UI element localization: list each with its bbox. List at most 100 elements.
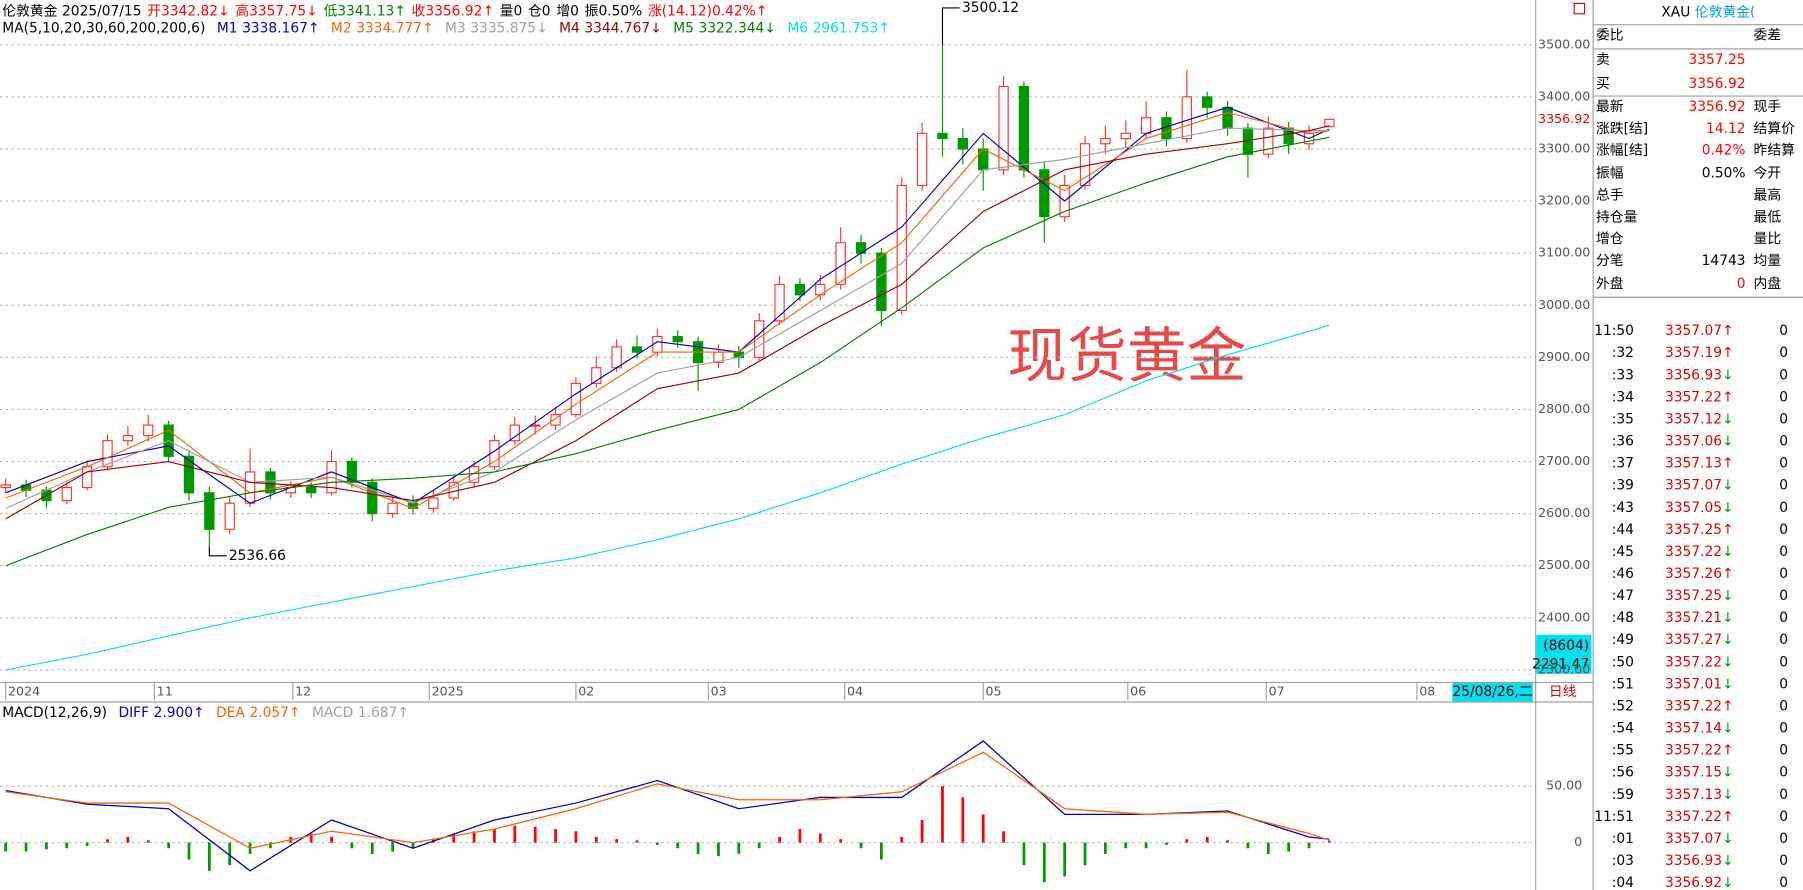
header-label: 高	[235, 2, 249, 19]
header: 伦敦黄金 2025/07/15 开3342.82↓ 高3357.75↓ 低3341.13…	[2, 2, 767, 19]
candle-body	[143, 424, 154, 437]
annotation-line	[208, 546, 227, 557]
macd-bar	[676, 842, 680, 849]
tick-price-value: 3357.22	[1665, 654, 1722, 670]
quote-label: 卖	[1596, 52, 1610, 68]
x-tick-label: 06	[1130, 684, 1146, 699]
x-tick-label: 07	[1269, 684, 1285, 699]
cursor-price: 2291.47	[1532, 657, 1589, 673]
period-button[interactable]: 日线	[1549, 684, 1577, 700]
tick-price-value: 3356.93	[1665, 367, 1722, 383]
quote-label: 总手	[1596, 187, 1624, 203]
header-value: 0	[513, 3, 522, 19]
header-value: 0.50%	[598, 3, 642, 19]
tick-time: 11:50	[1594, 323, 1634, 339]
y-tick-label: 3400.00	[1538, 88, 1590, 103]
tick-volume: 0	[1779, 566, 1788, 582]
quote-label: 最低	[1754, 209, 1782, 225]
macd-bar	[1307, 842, 1311, 849]
x-tick-label: 12	[295, 684, 311, 699]
macd-bar	[635, 840, 639, 843]
macd-bar	[1144, 842, 1148, 849]
legend-name: M1	[217, 21, 238, 37]
tick-dir: ↓	[1722, 853, 1734, 869]
quote-label: 委差	[1754, 28, 1782, 44]
tick-time: :55	[1612, 743, 1634, 759]
quote-name: 伦敦黄金(	[1695, 5, 1756, 21]
tick-time: :43	[1612, 500, 1634, 516]
window-icon[interactable]	[1573, 2, 1586, 15]
legend-trend: ↓	[650, 21, 662, 37]
tick-price-value: 3357.27	[1665, 632, 1722, 648]
y-tick-label: 2300.00	[1538, 661, 1590, 676]
tick-time: :52	[1612, 698, 1634, 714]
tick-price-value: 3357.13	[1665, 787, 1722, 803]
candle-body	[204, 492, 215, 530]
tick-price: 3357.07↓	[1665, 831, 1734, 847]
macd-bar	[24, 842, 28, 852]
tick-time: 11:51	[1594, 809, 1634, 825]
annotation: 3500.12	[962, 0, 1019, 16]
ma-label: MA(5,10,20,30,60,200,200,6)	[2, 21, 205, 37]
tick-time: :03	[1612, 853, 1634, 869]
candle-body	[61, 486, 72, 502]
legend-value: 3335.875	[470, 21, 536, 37]
tick-volume: 0	[1779, 831, 1788, 847]
x-tick-label: 03	[711, 684, 727, 699]
macd-bar	[493, 829, 496, 843]
candle-body	[1181, 96, 1193, 140]
macd-bar	[411, 842, 415, 849]
tick-price-value: 3356.93	[1665, 853, 1722, 869]
candle-body	[794, 283, 806, 296]
legend-value: 1.687	[358, 705, 397, 721]
quote-label: 均量	[1754, 253, 1782, 269]
macd-bar	[4, 842, 8, 852]
quote-label: 涨跌[结]	[1596, 121, 1648, 137]
quote-label: 昨结算	[1754, 143, 1796, 159]
candle-body	[183, 455, 195, 494]
x-tick-label: 2025	[432, 684, 464, 699]
y-tick-label: 2900.00	[1538, 349, 1590, 364]
candle-body	[998, 85, 1009, 171]
ma-line	[5, 127, 1330, 509]
quote-value: 3356.92	[1689, 99, 1746, 115]
macd-bar	[696, 842, 700, 854]
header-value: 0	[570, 3, 579, 19]
tick-price: 3357.26↑	[1665, 566, 1734, 582]
candle-body	[896, 184, 907, 312]
candle-body	[550, 414, 561, 426]
tick-dir: ↑	[1722, 809, 1734, 825]
macd-bar	[1022, 842, 1026, 866]
candle-body	[1263, 127, 1274, 155]
candle-body	[387, 502, 398, 515]
x-tick-label: 11	[157, 684, 173, 699]
header-label: 涨	[648, 3, 662, 19]
legend-trend: ↑	[397, 705, 409, 721]
tick-price-value: 3357.19	[1665, 345, 1722, 361]
quote-value: 3357.25	[1689, 52, 1746, 68]
ma-legend: MA(5,10,20,30,60,200,200,6) M1 3338.167↑ M2…	[2, 21, 890, 37]
candle-body	[957, 137, 969, 150]
tick-price-value: 3357.14	[1665, 721, 1722, 737]
macd-bar	[1063, 842, 1067, 877]
macd-bar	[1104, 842, 1107, 854]
tick-price-value: 3356.92	[1665, 875, 1722, 890]
legend-value: 3322.344	[698, 21, 764, 37]
macd-bar	[1226, 840, 1229, 843]
tick-dir: ↓	[1722, 610, 1734, 626]
macd-bar	[859, 842, 863, 849]
legend-value: 3344.767	[584, 21, 650, 37]
macd-bar	[370, 842, 374, 854]
tick-volume: 0	[1779, 721, 1788, 737]
legend-trend: ↑	[193, 705, 205, 721]
y-tick-label: 2600.00	[1538, 505, 1590, 520]
watermark: 现货黄金	[1007, 323, 1246, 392]
tick-time: :36	[1612, 434, 1634, 450]
tick-time: :04	[1612, 875, 1634, 890]
macd-bar	[1246, 842, 1250, 849]
tick-volume: 0	[1779, 522, 1788, 538]
tick-dir: ↓	[1722, 654, 1734, 670]
legend-trend: ↑	[308, 21, 320, 37]
